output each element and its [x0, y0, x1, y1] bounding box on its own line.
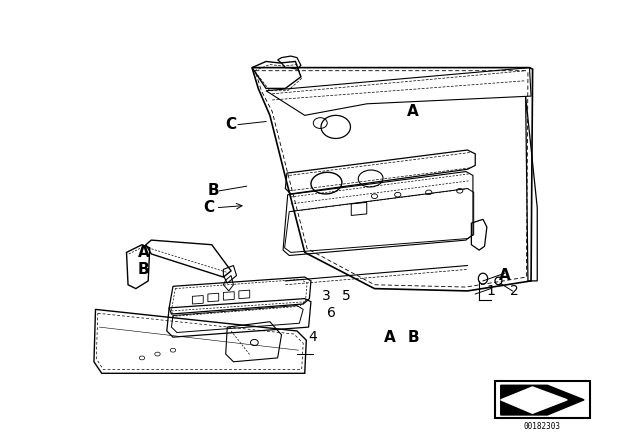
Text: C: C	[203, 200, 214, 215]
Text: A: A	[384, 330, 396, 345]
Polygon shape	[500, 385, 584, 415]
Bar	[495, 381, 590, 418]
Text: B: B	[207, 183, 219, 198]
Polygon shape	[500, 387, 567, 413]
Text: C: C	[225, 117, 237, 132]
Text: 00182303: 00182303	[524, 422, 561, 431]
Text: A: A	[408, 104, 419, 119]
Text: A: A	[138, 245, 149, 260]
Text: 2: 2	[509, 284, 518, 298]
Text: 4: 4	[308, 330, 317, 344]
Text: B: B	[408, 330, 419, 345]
Text: B: B	[138, 262, 149, 277]
Text: A: A	[499, 268, 511, 283]
Text: 6: 6	[328, 306, 336, 320]
Text: 1: 1	[486, 284, 495, 298]
Text: 5: 5	[342, 289, 350, 303]
Text: 3: 3	[322, 289, 331, 303]
